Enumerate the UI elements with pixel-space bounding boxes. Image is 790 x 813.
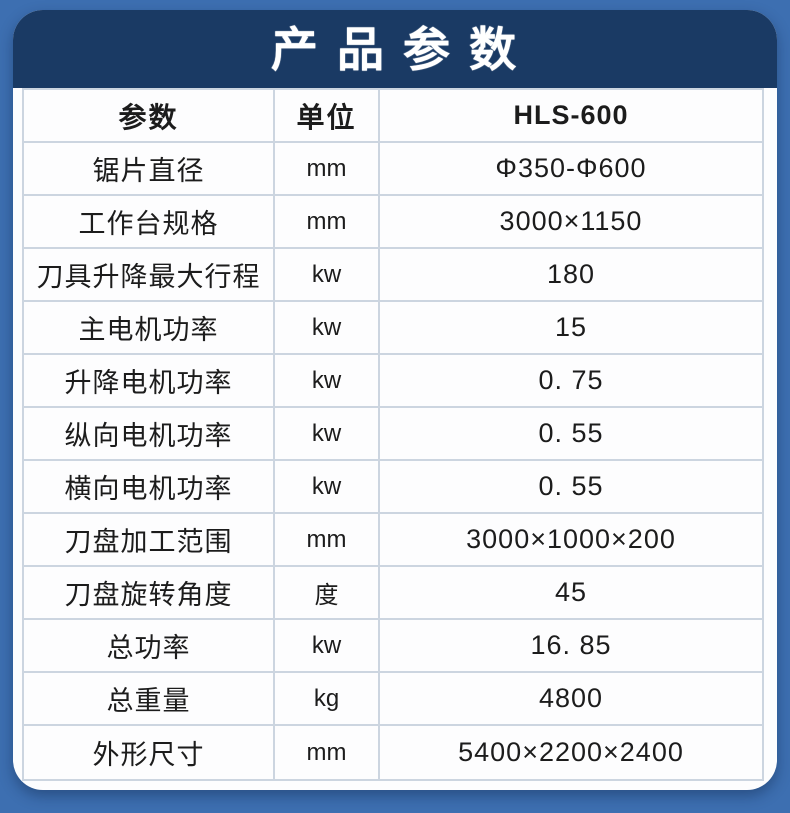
value-cell: Φ350-Φ600 xyxy=(495,153,647,183)
unit-cell: kw xyxy=(275,302,380,353)
header-cell-unit: 单位 xyxy=(275,90,380,141)
page-title: 产 品 参 数 xyxy=(270,22,520,76)
param-cell: 刀盘加工范围 xyxy=(24,514,275,565)
title-band: 产 品 参 数 xyxy=(13,10,777,88)
value-cell: 3000×1000×200 xyxy=(466,524,676,554)
unit-cell: mm xyxy=(275,196,380,247)
spec-panel: 产 品 参 数 参数 单位 HLS-600 锯片直径 mm Φ350-Φ600 … xyxy=(13,10,777,790)
param-cell: 主电机功率 xyxy=(24,302,275,353)
unit-cell: kw xyxy=(275,620,380,671)
value-cell: 16. 85 xyxy=(530,630,612,660)
table-row: 工作台规格 mm 3000×1150 xyxy=(24,196,762,249)
value-cell: 15 xyxy=(554,312,588,342)
param-cell: 锯片直径 xyxy=(24,143,275,194)
unit-cell: kg xyxy=(275,673,380,724)
table-row: 锯片直径 mm Φ350-Φ600 xyxy=(24,143,762,196)
table-header-row: 参数 单位 HLS-600 xyxy=(24,90,762,143)
header-cell-param: 参数 xyxy=(24,90,275,141)
value-cell: 0. 55 xyxy=(538,418,604,448)
param-cell: 工作台规格 xyxy=(24,196,275,247)
table-row: 总功率 kw 16. 85 xyxy=(24,620,762,673)
param-cell: 外形尺寸 xyxy=(24,726,275,779)
table-row: 刀盘旋转角度 度 45 xyxy=(24,567,762,620)
value-cell: 3000×1150 xyxy=(499,206,643,236)
value-cell: 5400×2200×2400 xyxy=(458,737,684,767)
unit-cell: mm xyxy=(275,514,380,565)
unit-cell: kw xyxy=(275,355,380,406)
value-cell: 4800 xyxy=(538,683,604,713)
param-cell: 升降电机功率 xyxy=(24,355,275,406)
value-cell: 0. 55 xyxy=(538,471,604,501)
value-cell: 180 xyxy=(546,259,596,289)
table-row: 刀盘加工范围 mm 3000×1000×200 xyxy=(24,514,762,567)
table-row: 刀具升降最大行程 kw 180 xyxy=(24,249,762,302)
unit-cell: kw xyxy=(275,461,380,512)
header-cell-model: HLS-600 xyxy=(513,100,629,130)
param-cell: 总重量 xyxy=(24,673,275,724)
param-cell: 刀盘旋转角度 xyxy=(24,567,275,618)
table-row: 纵向电机功率 kw 0. 55 xyxy=(24,408,762,461)
spec-table: 参数 单位 HLS-600 锯片直径 mm Φ350-Φ600 工作台规格 mm… xyxy=(22,88,764,781)
table-row: 外形尺寸 mm 5400×2200×2400 xyxy=(24,726,762,779)
unit-cell: kw xyxy=(275,249,380,300)
unit-cell: mm xyxy=(275,143,380,194)
value-cell: 45 xyxy=(554,577,588,607)
table-row: 总重量 kg 4800 xyxy=(24,673,762,726)
table-row: 横向电机功率 kw 0. 55 xyxy=(24,461,762,514)
value-cell: 0. 75 xyxy=(538,365,604,395)
unit-cell: mm xyxy=(275,726,380,779)
param-cell: 横向电机功率 xyxy=(24,461,275,512)
table-row: 升降电机功率 kw 0. 75 xyxy=(24,355,762,408)
param-cell: 总功率 xyxy=(24,620,275,671)
param-cell: 纵向电机功率 xyxy=(24,408,275,459)
unit-cell: kw xyxy=(275,408,380,459)
table-row: 主电机功率 kw 15 xyxy=(24,302,762,355)
param-cell: 刀具升降最大行程 xyxy=(24,249,275,300)
unit-cell: 度 xyxy=(275,567,380,618)
